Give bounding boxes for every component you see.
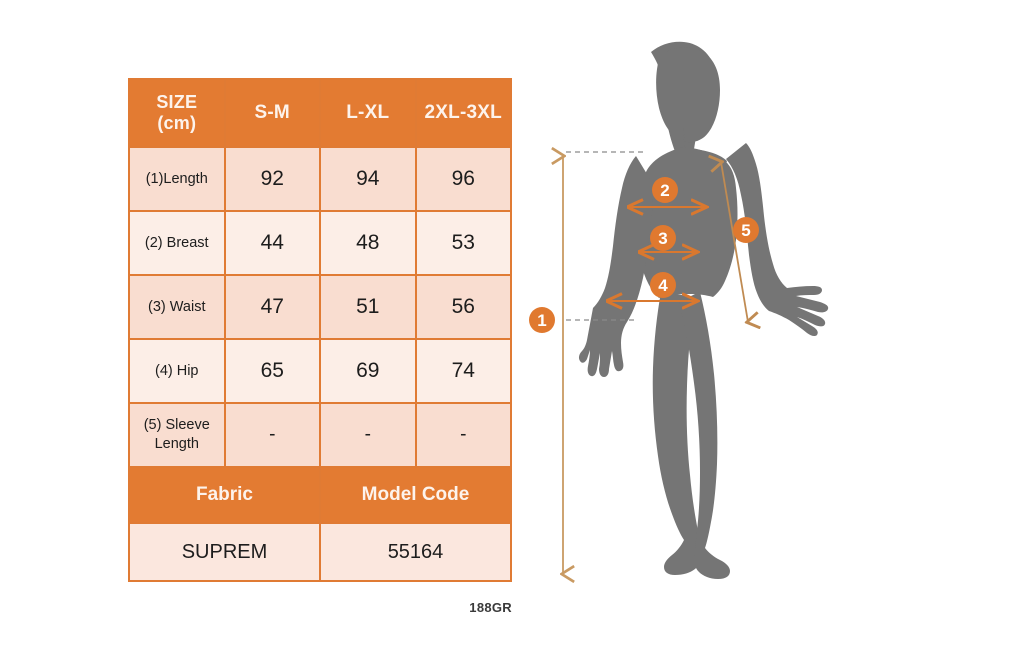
size-chart-table-container: SIZE (cm) S-M L-XL 2XL-3XL (1)Length 92 …: [128, 78, 512, 582]
marker-badge-5: 5: [733, 217, 759, 243]
marker-badge-4: 4: [650, 272, 676, 298]
footer-header-model-code: Model Code: [319, 466, 512, 524]
cell-sleeve-2xl3xl: -: [414, 402, 512, 468]
row-label-hip: (4) Hip: [128, 338, 226, 404]
header-cell-2xl3xl: 2XL-3XL: [414, 78, 512, 148]
table-footer-header-row: Fabric Model Code: [128, 466, 512, 524]
cell-hip-lxl: 69: [319, 338, 417, 404]
cell-breast-lxl: 48: [319, 210, 417, 276]
row-label-waist: (3) Waist: [128, 274, 226, 340]
marker-badge-2: 2: [652, 177, 678, 203]
table-header-row: SIZE (cm) S-M L-XL 2XL-3XL: [128, 78, 512, 148]
marker-label-4: 4: [658, 276, 668, 295]
header-cell-sm: S-M: [223, 78, 321, 148]
footer-header-fabric: Fabric: [128, 466, 321, 524]
sleeve-label-line1: (5) Sleeve: [143, 417, 210, 434]
header-size-line2: (cm): [157, 113, 197, 133]
table-row: (4) Hip 65 69 74: [128, 338, 512, 404]
table-row: (5) Sleeve Length - - -: [128, 402, 512, 468]
header-size-line1: SIZE: [156, 91, 198, 112]
cell-hip-2xl3xl: 74: [414, 338, 512, 404]
sleeve-length-measure-arrow: [721, 162, 748, 322]
cell-length-2xl3xl: 96: [414, 146, 512, 212]
footer-value-model-code: 55164: [319, 522, 512, 582]
table-row: (1)Length 92 94 96: [128, 146, 512, 212]
cell-length-lxl: 94: [319, 146, 417, 212]
cell-waist-sm: 47: [223, 274, 321, 340]
marker-label-2: 2: [660, 181, 669, 200]
cell-sleeve-sm: -: [223, 402, 321, 468]
measurement-diagram: 1 2 3 4 5: [520, 20, 860, 640]
marker-badge-3: 3: [650, 225, 676, 251]
size-chart-table: SIZE (cm) S-M L-XL 2XL-3XL (1)Length 92 …: [128, 78, 512, 582]
sleeve-label-line2: Length: [154, 436, 199, 452]
header-cell-size: SIZE (cm): [128, 78, 226, 148]
marker-label-1: 1: [537, 311, 546, 330]
cell-length-sm: 92: [223, 146, 321, 212]
cell-breast-sm: 44: [223, 210, 321, 276]
footer-value-fabric: SUPREM: [128, 522, 321, 582]
cell-waist-2xl3xl: 56: [414, 274, 512, 340]
weight-caption: 188GR: [469, 600, 512, 615]
table-footer-value-row: SUPREM 55164: [128, 522, 512, 582]
row-label-length: (1)Length: [128, 146, 226, 212]
cell-breast-2xl3xl: 53: [414, 210, 512, 276]
marker-label-5: 5: [741, 221, 750, 240]
female-figure-silhouette: [578, 41, 829, 579]
marker-label-3: 3: [658, 229, 667, 248]
table-row: (3) Waist 47 51 56: [128, 274, 512, 340]
cell-waist-lxl: 51: [319, 274, 417, 340]
header-cell-lxl: L-XL: [319, 78, 417, 148]
cell-sleeve-lxl: -: [319, 402, 417, 468]
row-label-sleeve-length: (5) Sleeve Length: [128, 402, 226, 468]
marker-badge-1: 1: [529, 307, 555, 333]
row-label-breast: (2) Breast: [128, 210, 226, 276]
table-row: (2) Breast 44 48 53: [128, 210, 512, 276]
cell-hip-sm: 65: [223, 338, 321, 404]
